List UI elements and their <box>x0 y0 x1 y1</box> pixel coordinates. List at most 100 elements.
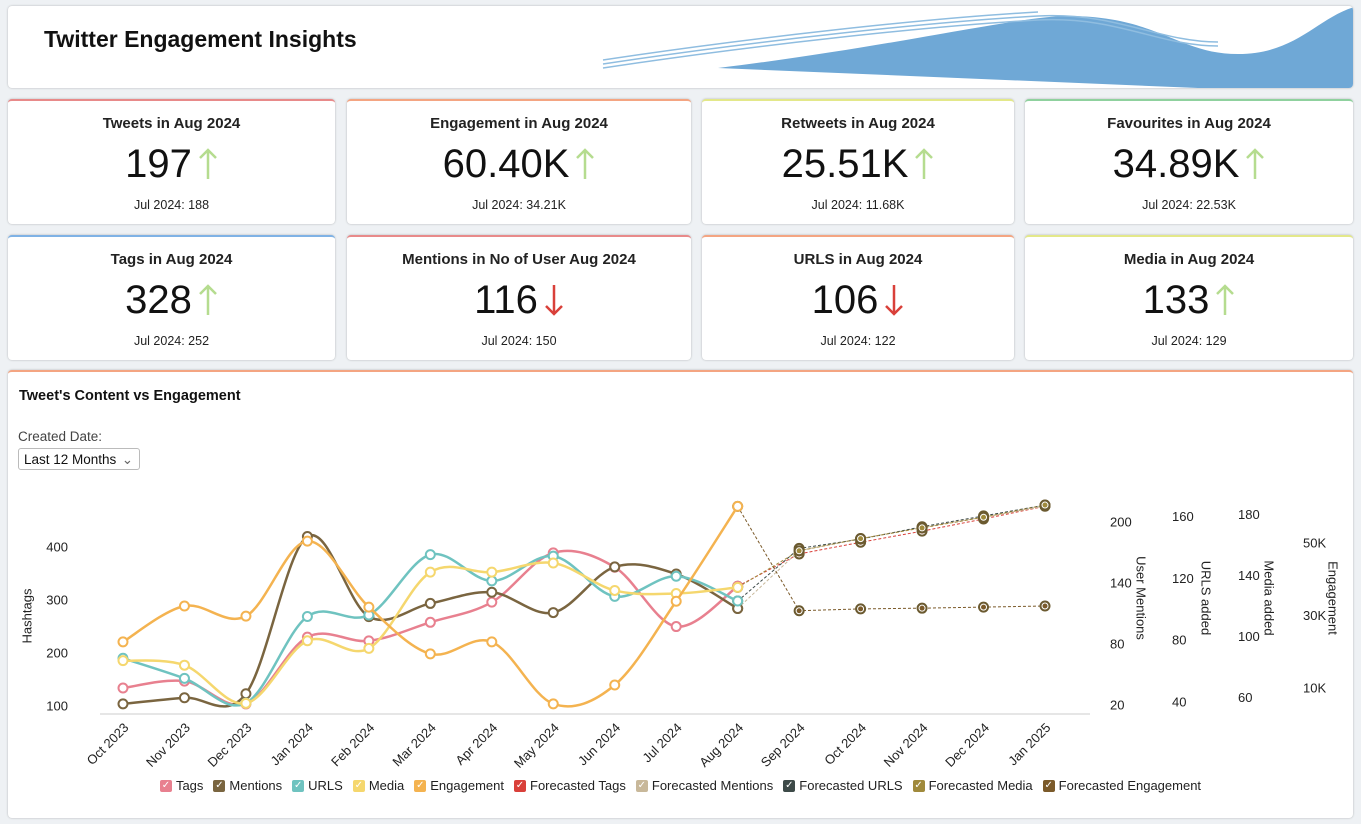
data-point <box>178 659 190 671</box>
data-point <box>363 601 375 613</box>
kpi-card: Media in Aug 2024 133 Jul 2024: 129 <box>1025 235 1353 360</box>
data-point-core <box>858 536 864 542</box>
data-point <box>609 561 621 573</box>
trend-arrow <box>1216 284 1235 315</box>
data-point <box>117 655 129 667</box>
legend-item[interactable]: ✓ URLS <box>292 778 343 793</box>
y-tick-label: 140 <box>1238 568 1260 583</box>
data-point <box>117 698 129 710</box>
kpi-compare: Jul 2024: 34.21K <box>472 198 566 212</box>
kpi-card: Favourites in Aug 2024 34.89K Jul 2024: 22… <box>1025 99 1353 224</box>
x-tick-label: Nov 2023 <box>143 720 193 770</box>
x-tick-label: Sep 2024 <box>758 720 808 770</box>
kpi-value: 25.51K <box>781 142 909 186</box>
forecast-line <box>737 505 1046 609</box>
legend-item[interactable]: ✓ Mentions <box>213 778 282 793</box>
data-point <box>178 600 190 612</box>
arrow <box>576 148 595 179</box>
chart-title: Tweet's Content vs Engagement <box>19 388 241 404</box>
filter-value: Last 12 Months <box>24 452 117 467</box>
arrow <box>885 285 904 316</box>
x-tick-label: Jan 2024 <box>268 720 316 768</box>
legend: ✓ Tags ✓ Mentions ✓ URLS ✓ Media ✓ Engagement ✓ For… <box>8 778 1353 793</box>
legend-checkbox: ✓ <box>1042 779 1055 792</box>
x-tick-label: Aug 2024 <box>696 720 746 770</box>
y-tick-label: 80 <box>1172 633 1186 648</box>
legend-item[interactable]: ✓ Forecasted Media <box>912 778 1033 793</box>
data-point <box>240 610 252 622</box>
data-point-core <box>1042 603 1048 609</box>
kpi-value-row: 34.89K <box>1025 140 1353 188</box>
legend-label: Forecasted Tags <box>530 778 626 793</box>
data-point-core <box>1042 502 1048 508</box>
kpi-compare: Jul 2024: 129 <box>1151 334 1227 348</box>
forecast-line <box>737 505 1046 587</box>
data-point-core <box>858 606 864 612</box>
y-tick-label: 300 <box>46 593 68 608</box>
data-point <box>240 697 252 709</box>
kpi-value-row: 328 <box>8 276 335 324</box>
x-tick-label: Jul 2024 <box>639 720 684 765</box>
data-point <box>301 635 313 647</box>
legend-item[interactable]: ✓ Engagement <box>414 778 504 793</box>
legend-item[interactable]: ✓ Forecasted Engagement <box>1042 778 1202 793</box>
kpi-compare: Jul 2024: 122 <box>820 334 896 348</box>
data-point-core <box>981 514 987 520</box>
data-point <box>424 648 436 660</box>
legend-label: Forecasted Mentions <box>651 778 774 793</box>
y-tick-label: 180 <box>1238 507 1260 522</box>
legend-item[interactable]: ✓ Forecasted URLS <box>783 778 903 793</box>
trend-arrow <box>576 148 595 179</box>
arrow <box>1216 284 1235 315</box>
axis-title: Media added <box>1262 560 1277 635</box>
legend-item[interactable]: ✓ Forecasted Tags <box>514 778 626 793</box>
data-point <box>117 682 129 694</box>
kpi-title: Mentions in No of User Aug 2024 <box>402 251 636 268</box>
header: Twitter Engagement Insights <box>8 6 1353 88</box>
arrow <box>1246 148 1265 179</box>
legend-item[interactable]: ✓ Forecasted Mentions <box>635 778 774 793</box>
data-point <box>670 570 682 582</box>
kpi-value: 133 <box>1142 278 1210 322</box>
forecast-line <box>737 506 1046 612</box>
y-tick-label: 80 <box>1110 636 1124 651</box>
y-tick-label: 400 <box>46 540 68 555</box>
data-point <box>301 611 313 623</box>
legend-item[interactable]: ✓ Media <box>352 778 405 793</box>
x-tick-label: Oct 2024 <box>821 720 869 768</box>
legend-label: Forecasted Engagement <box>1058 778 1202 793</box>
chart: Hashtags 100 200 300 400 User Mentions 20 80 140… <box>19 499 1341 771</box>
data-point <box>424 597 436 609</box>
filter-dropdown[interactable]: Last 12 Months ⌄ <box>18 448 140 470</box>
legend-item[interactable]: ✓ Tags <box>159 778 203 793</box>
x-tick-label: Dec 2023 <box>205 720 255 770</box>
series-line <box>122 561 738 705</box>
y-tick-label: 200 <box>1110 515 1132 530</box>
axis-title: Hashtags <box>19 588 34 643</box>
kpi-compare: Jul 2024: 252 <box>133 334 210 348</box>
legend-checkbox: ✓ <box>912 779 925 792</box>
filter-label: Created Date: <box>18 429 103 444</box>
kpi-value: 34.89K <box>1112 142 1240 186</box>
legend-checkbox: ✓ <box>783 779 796 792</box>
legend-label: Media <box>368 778 405 793</box>
trend-arrow <box>198 284 217 315</box>
kpi-title: URLS in Aug 2024 <box>793 251 923 268</box>
x-tick-label: Dec 2024 <box>942 720 992 770</box>
kpi-card: Engagement in Aug 2024 60.40K Jul 2024: 34… <box>347 99 691 224</box>
y-tick-label: 200 <box>46 646 68 661</box>
data-point <box>670 595 682 607</box>
kpi-title: Tweets in Aug 2024 <box>102 115 241 132</box>
kpi-value-row: 106 <box>702 276 1014 324</box>
data-point-core <box>919 525 925 531</box>
y-tick-label: 50K <box>1303 535 1326 550</box>
legend-checkbox: ✓ <box>352 779 365 792</box>
x-tick-label: May 2024 <box>511 720 562 771</box>
legend-label: Forecasted Media <box>928 778 1033 793</box>
legend-label: Mentions <box>229 778 283 793</box>
legend-label: Forecasted URLS <box>799 778 903 793</box>
legend-checkbox: ✓ <box>635 779 648 792</box>
x-tick-label: Mar 2024 <box>389 720 438 769</box>
axis-title: Engagement <box>1326 561 1341 635</box>
kpi-card: Tweets in Aug 2024 197 Jul 2024: 188 <box>8 99 335 224</box>
